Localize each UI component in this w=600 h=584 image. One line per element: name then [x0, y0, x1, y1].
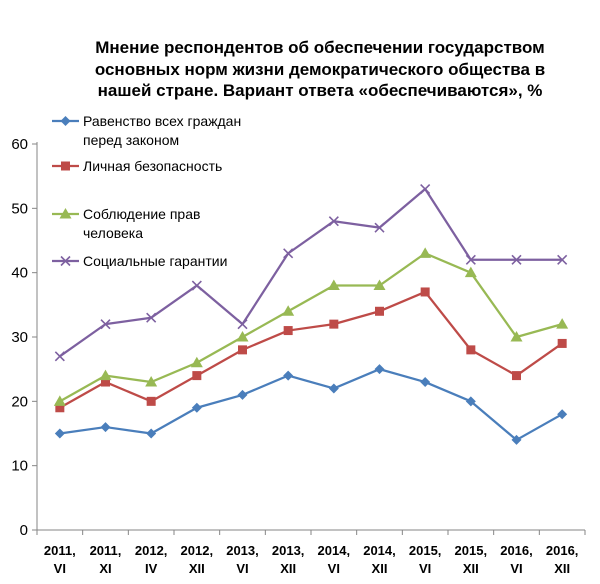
data-point [101, 377, 110, 387]
legend-item-3: Соблюдение прав человека [52, 206, 200, 241]
data-point [374, 222, 385, 233]
series-3 [53, 247, 569, 406]
data-point [556, 318, 569, 329]
data-point [327, 279, 340, 291]
data-point [55, 403, 65, 413]
data-point [283, 370, 294, 381]
data-point [54, 351, 65, 362]
data-point [465, 396, 476, 407]
data-point [190, 356, 203, 368]
series-2 [55, 287, 567, 413]
y-tick-label: 30 [11, 329, 28, 346]
data-point [99, 369, 112, 381]
data-point [329, 319, 339, 329]
x-tick-label: 2016, XII [546, 543, 579, 576]
legend-item-4: Социальные гарантии [52, 253, 227, 269]
chart-title-line-3: нашей стране. Вариант ответа «обеспечива… [97, 81, 543, 100]
chart-title-line-2: основных норм жизни демократического общ… [94, 59, 546, 79]
legend-label: Равенство всех граждан [83, 113, 241, 129]
x-tick-label: 2012, IV [135, 543, 168, 576]
data-point [419, 247, 432, 258]
legend-label: Социальные гарантии [83, 253, 227, 269]
y-tick-label: 10 [11, 458, 28, 475]
data-point [283, 248, 294, 259]
data-point [146, 396, 156, 406]
legend-label: человека [83, 225, 143, 241]
x-tick-label: 2011, XI [90, 543, 122, 576]
x-tick-label: 2014, XII [363, 543, 396, 576]
data-point [512, 371, 521, 381]
data-point [557, 254, 568, 265]
x-tick-label: 2015, VI [409, 543, 442, 576]
series-1 [54, 364, 568, 445]
legend-item-2: Личная безопасность [52, 158, 222, 174]
y-tick-label: 50 [11, 200, 28, 217]
legend-swatch-marker [60, 255, 71, 267]
legend-swatch-marker [61, 161, 70, 171]
data-point [328, 216, 339, 227]
legend-item-1: Равенство всех граждан перед законом [52, 113, 241, 148]
y-tick-label: 20 [11, 393, 28, 410]
data-point [328, 383, 339, 394]
series-line [59, 252, 563, 403]
series-layer [53, 183, 569, 445]
data-point [146, 428, 157, 439]
data-point [511, 434, 522, 445]
chart-title-line-1: Мнение респондентов об обеспечении госуд… [95, 38, 545, 57]
data-point [191, 402, 202, 413]
data-point [192, 371, 202, 381]
data-point [375, 306, 384, 316]
x-tick-label: 2011, VI [44, 543, 76, 576]
x-tick-label: 2013, VI [226, 543, 259, 576]
legend-swatch-marker [59, 208, 72, 219]
axes: 0 10 20 30 40 50 60 2011, VI 2011, XI 2012, IV 2012, X… [11, 136, 586, 576]
data-point [464, 266, 477, 278]
data-point [511, 254, 522, 265]
series-4 [54, 183, 568, 362]
y-tick-label: 0 [20, 522, 28, 539]
x-tick-label: 2016, VI [500, 543, 533, 576]
data-point [420, 377, 431, 388]
data-point [420, 287, 430, 297]
x-tick-label: 2012, XII [181, 543, 214, 576]
data-point [374, 364, 385, 375]
data-point [54, 428, 65, 439]
data-point [373, 279, 386, 291]
data-point [466, 345, 476, 355]
x-tick-label: 2013, XII [272, 543, 305, 576]
data-point [510, 331, 523, 342]
data-point [420, 183, 431, 195]
data-point [238, 345, 247, 355]
data-point [237, 389, 248, 400]
series-line [59, 368, 563, 442]
data-point [146, 312, 157, 323]
legend-label: Личная безопасность [83, 158, 222, 174]
data-point [100, 319, 111, 330]
data-point [53, 395, 66, 406]
series-line [59, 290, 563, 409]
series-line [59, 187, 563, 358]
data-point [557, 338, 567, 348]
y-tick-label: 40 [11, 265, 28, 282]
legend: Равенство всех граждан перед законом Лична… [52, 113, 241, 269]
data-point [237, 319, 248, 330]
chart-title: Мнение респондентов об обеспечении госуд… [40, 37, 600, 102]
data-point [283, 326, 293, 336]
y-tick-label: 60 [11, 136, 28, 153]
legend-swatch-marker [60, 116, 71, 126]
x-tick-label: 2014, VI [318, 543, 351, 576]
data-point [282, 305, 295, 316]
legend-label: перед законом [83, 132, 179, 148]
data-point [145, 376, 158, 387]
x-tick-label: 2015, XII [455, 543, 488, 576]
legend-label: Соблюдение прав [83, 206, 200, 222]
data-point [100, 422, 111, 433]
data-point [465, 254, 476, 265]
data-point [236, 331, 249, 342]
data-point [191, 280, 202, 291]
data-point [557, 409, 568, 420]
